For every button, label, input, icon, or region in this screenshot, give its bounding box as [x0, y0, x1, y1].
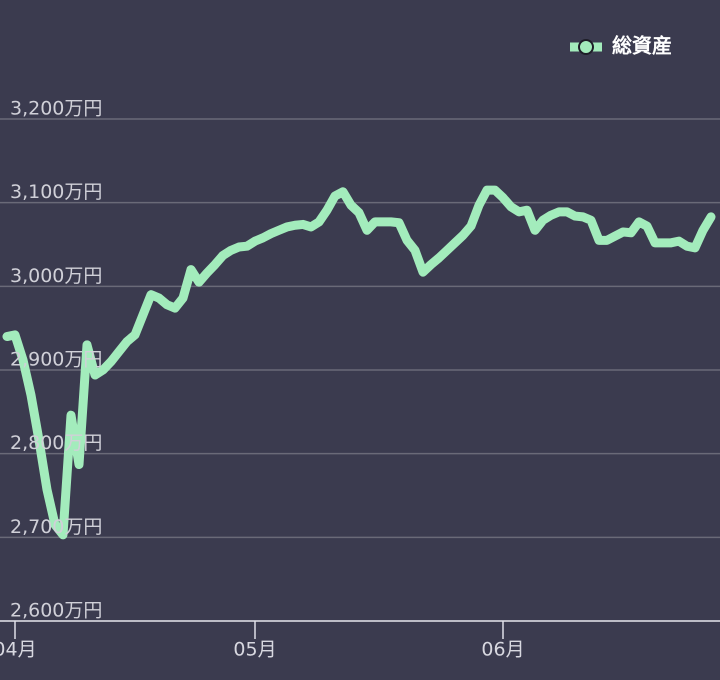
- x-tick-label: 05月: [233, 639, 276, 661]
- line: [2, 185, 716, 540]
- y-tick-label: 3,200万円: [10, 98, 102, 120]
- x-tick-label: 04月: [0, 639, 37, 661]
- y-tick-label: 3,100万円: [10, 181, 102, 203]
- y-tick-label: 3,000万円: [10, 265, 102, 287]
- legend-marker: [578, 39, 594, 55]
- y-tick-label: 2,800万円: [10, 432, 102, 454]
- x-tick-label: 06月: [481, 639, 524, 661]
- y-tick-label: 2,700万円: [10, 516, 102, 538]
- y-tick-label: 2,600万円: [10, 600, 102, 622]
- y-tick-label: 2,900万円: [10, 349, 102, 371]
- legend-label: 総資産: [612, 34, 672, 58]
